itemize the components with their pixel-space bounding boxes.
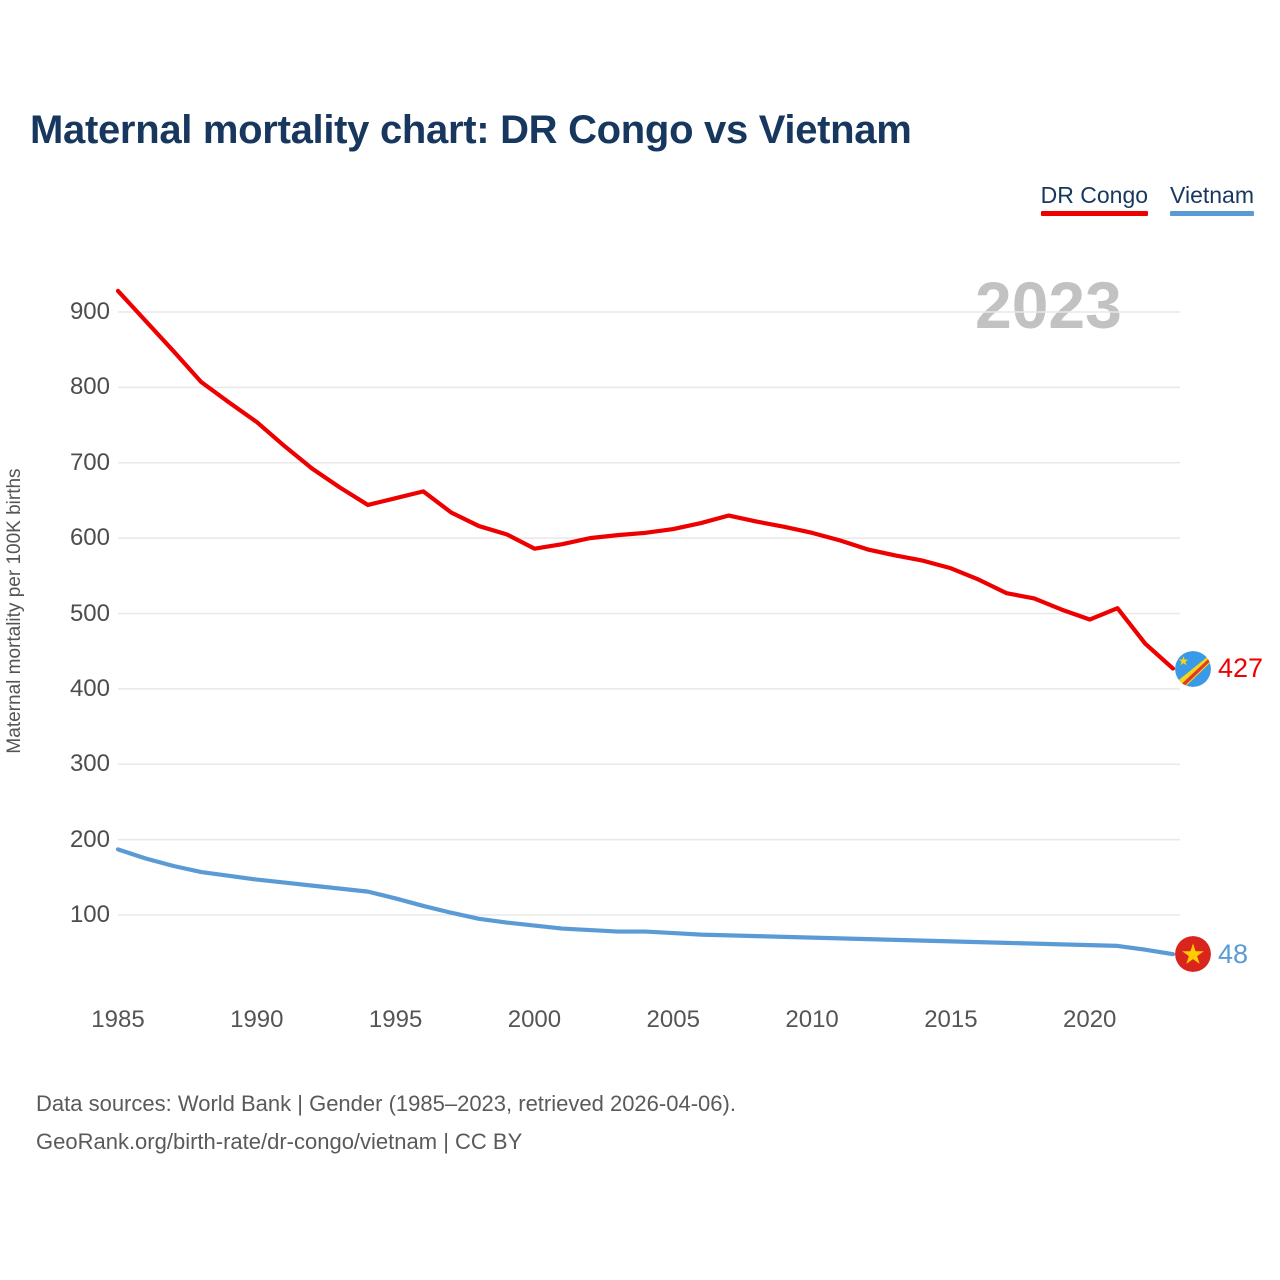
x-tick-label: 2020 (1063, 1006, 1117, 1033)
x-tick-label: 2005 (646, 1006, 700, 1033)
page-title: Maternal mortality chart: DR Congo vs Vi… (30, 108, 912, 152)
endpoint-value-dr-congo: 427 (1218, 653, 1264, 684)
endpoint-marker-vietnam[interactable]: 48 (1175, 936, 1249, 973)
series-line-vietnam (115, 847, 1176, 957)
gridlines (118, 311, 1180, 916)
legend-color-swatch-vietnam (1170, 211, 1254, 216)
vietnam-flag-icon (1175, 936, 1211, 973)
y-tick-label: 100 (69, 901, 110, 928)
dr-congo-flag-icon (1175, 650, 1211, 687)
y-tick-label: 900 (69, 298, 110, 325)
series-lines (115, 288, 1176, 957)
chart-legend: DR Congo Vietnam (1040, 182, 1254, 216)
x-tick-label: 2010 (785, 1006, 839, 1033)
x-tick-label: 1995 (368, 1006, 423, 1033)
legend-label-dr-congo: DR Congo (1040, 182, 1149, 208)
y-tick-label: 200 (69, 825, 110, 853)
footer-attribution: Data sources: World Bank | Gender (1985–… (36, 1085, 736, 1161)
x-tick-label: 1990 (230, 1006, 284, 1033)
legend-item-dr-congo[interactable]: DR Congo (1040, 182, 1149, 216)
endpoint-marker-dr-congo[interactable]: 427 (1175, 650, 1264, 687)
x-axis-ticks: 1985 1990 1995 2000 2005 2010 2015 2020 (0, 1008, 1280, 1048)
x-tick-label: 2015 (924, 1006, 978, 1033)
legend-color-swatch-dr-congo (1040, 211, 1149, 216)
y-tick-label: 600 (69, 524, 110, 552)
endpoint-value-vietnam: 48 (1218, 938, 1249, 969)
x-tick-label: 1985 (91, 1006, 145, 1033)
x-tick-label: 2000 (507, 1006, 562, 1033)
legend-label-vietnam: Vietnam (1170, 182, 1254, 208)
y-tick-label: 300 (69, 750, 110, 778)
y-tick-label: 800 (69, 373, 110, 401)
series-line-dr-congo (115, 288, 1176, 671)
legend-item-vietnam[interactable]: Vietnam (1170, 182, 1254, 216)
y-tick-label: 700 (69, 448, 110, 476)
y-tick-label: 400 (69, 674, 110, 702)
footer-line-1: Data sources: World Bank | Gender (1985–… (36, 1091, 736, 1116)
y-axis-label: Maternal mortality per 100K births (4, 468, 25, 754)
y-axis-ticks: 900 800 700 600 500 400 300 200 100 (30, 0, 110, 1280)
year-watermark: 2023 (975, 268, 1122, 342)
footer-line-2: GeoRank.org/birth-rate/dr-congo/vietnam … (36, 1129, 523, 1154)
y-tick-label: 500 (69, 599, 110, 627)
